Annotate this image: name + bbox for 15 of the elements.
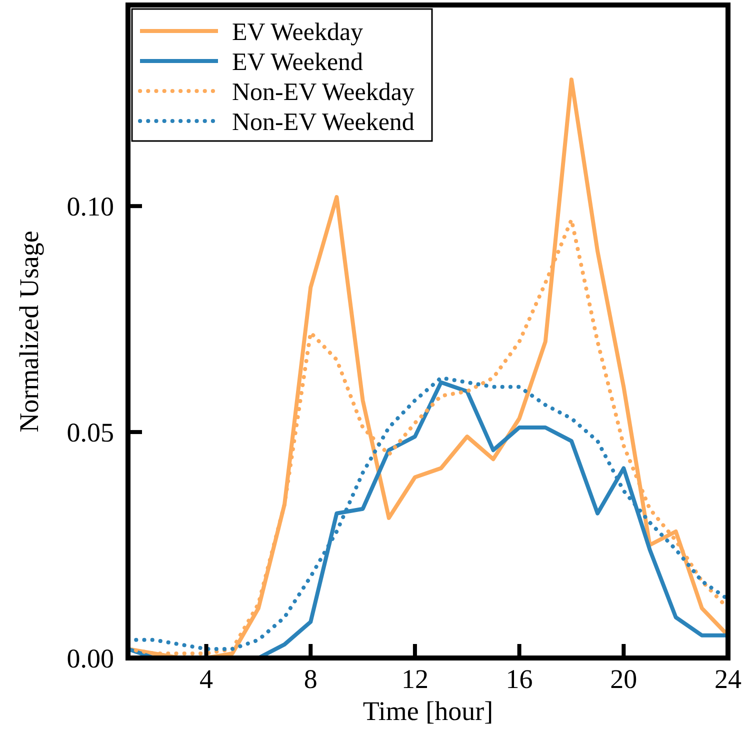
x-tick-label: 20	[610, 664, 638, 694]
legend-label: EV Weekend	[232, 48, 364, 76]
y-axis-title: Normalized Usage	[14, 230, 44, 432]
x-tick-label: 8	[304, 664, 318, 694]
x-tick-label: 12	[401, 664, 428, 694]
legend-label: Non-EV Weekend	[232, 108, 415, 136]
x-tick-label: 24	[714, 664, 742, 694]
x-axis-title: Time [hour]	[362, 696, 494, 726]
y-tick-label: 0.10	[66, 192, 114, 222]
legend-label: EV Weekday	[232, 18, 364, 46]
legend-label: Non-EV Weekday	[232, 78, 415, 106]
y-tick-label: 0.05	[66, 418, 114, 448]
x-tick-label: 16	[506, 664, 533, 694]
x-tick-label: 4	[200, 664, 214, 694]
y-tick-label: 0.00	[66, 643, 114, 674]
